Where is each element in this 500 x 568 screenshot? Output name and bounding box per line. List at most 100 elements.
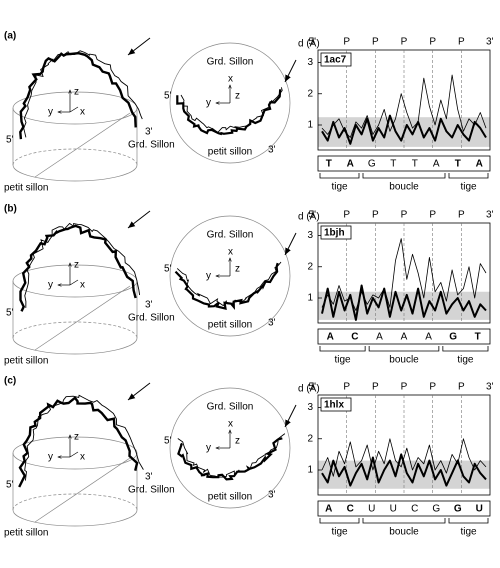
nucleotide: A [327, 332, 334, 343]
sequence-frame [317, 328, 491, 345]
axis-label: y [48, 452, 53, 463]
region-label: boucle [389, 182, 419, 193]
axis-label: x [228, 74, 233, 85]
phosphate-marker: P [372, 37, 379, 48]
region-bracket [319, 173, 360, 179]
cylinder-bottom-hidden [12, 148, 138, 166]
axis-label: x [228, 247, 233, 258]
cylinder-bottom-hidden [12, 493, 138, 511]
sequence-frame [317, 155, 491, 172]
axis-x [69, 279, 79, 286]
nucleotide: C [411, 504, 418, 515]
groove-label: petit sillon [4, 528, 48, 539]
axis-label: x [80, 452, 85, 463]
y-tick-label: 3 [307, 230, 313, 241]
region-bracket [362, 518, 446, 524]
phosphate-marker: P [401, 37, 408, 48]
strand-thick [177, 437, 283, 481]
nucleotide: A [476, 159, 483, 170]
axis-label: y [206, 271, 211, 282]
nucleotide: T [455, 159, 461, 170]
end-label: 5' [164, 436, 172, 447]
groove-label: Grd. Sillon [207, 57, 254, 68]
series-line [321, 238, 487, 311]
region-bracket [368, 346, 440, 352]
arrow [127, 37, 151, 56]
nucleotide: C [347, 504, 354, 515]
region-bracket [448, 518, 489, 524]
nucleotide: U [390, 504, 397, 515]
groove-label: petit sillon [208, 147, 252, 158]
axis-label: y [206, 443, 211, 454]
strand-thin [24, 394, 144, 481]
panel-label: (b) [4, 204, 17, 215]
chart-title: 1bjh [324, 228, 345, 239]
phosphate-marker: P [429, 210, 436, 221]
y-axis-label: d (Å) [298, 37, 320, 50]
end-label: 3' [268, 318, 276, 329]
phosphate-marker: P [429, 37, 436, 48]
nucleotide: T [390, 159, 396, 170]
groove-line [34, 285, 131, 351]
region-label: tige [331, 182, 348, 193]
arrow [127, 382, 151, 401]
nucleotide: U [368, 504, 375, 515]
chart-title: 1ac7 [324, 55, 347, 66]
region-label: boucle [389, 527, 419, 538]
region-label: tige [460, 527, 477, 538]
end-label: 3' [145, 300, 153, 311]
phosphate-marker: P [401, 382, 408, 393]
region-label: tige [331, 527, 348, 538]
end-label: 5' [164, 264, 172, 275]
nucleotide: A [376, 332, 383, 343]
strand-thin [23, 50, 143, 138]
phosphate-marker: P [458, 382, 465, 393]
groove-label: Grd. Sillon [207, 402, 254, 413]
region-bracket [448, 173, 489, 179]
series-line [321, 74, 487, 138]
region-label: tige [335, 355, 352, 366]
region-bracket [362, 173, 446, 179]
nucleotide: A [325, 504, 332, 515]
end-label: 5' [309, 210, 317, 221]
chart-title: 1hlx [324, 400, 344, 411]
arrow [284, 232, 297, 256]
y-axis-label: d (Å) [298, 382, 320, 395]
groove-label: Grd. Sillon [207, 230, 254, 241]
helix-circle [169, 215, 291, 337]
phosphate-marker: P [401, 210, 408, 221]
end-label: 3' [486, 37, 494, 48]
helix-circle [169, 42, 291, 164]
groove-label: Grd. Sillon [128, 313, 175, 324]
cylinder-bottom [12, 337, 138, 355]
end-label: 3' [268, 145, 276, 156]
nucleotide: G [368, 159, 376, 170]
end-label: 3' [145, 472, 153, 483]
region-label: tige [457, 355, 474, 366]
groove-label: petit sillon [208, 320, 252, 331]
axis-label: z [235, 91, 240, 102]
cylinder-bottom-hidden [12, 321, 138, 339]
strand-thin [180, 87, 283, 133]
arrow [284, 404, 297, 428]
strand-thin [24, 222, 141, 308]
end-label: 5' [309, 382, 317, 393]
y-tick-label: 3 [307, 402, 313, 413]
end-label: 5' [6, 480, 14, 491]
y-tick-label: 3 [307, 57, 313, 68]
panel-label: (a) [4, 31, 16, 42]
end-label: 5' [6, 135, 14, 146]
y-tick-label: 1 [307, 120, 313, 131]
cylinder-bottom [12, 164, 138, 182]
y-tick-label: 1 [307, 293, 313, 304]
axis-label: y [48, 107, 53, 118]
sequence-frame [317, 500, 491, 517]
nucleotide: T [412, 159, 418, 170]
groove-line [34, 457, 131, 523]
phosphate-marker: P [429, 382, 436, 393]
axis-label: x [80, 280, 85, 291]
title-box [320, 397, 352, 412]
nucleotide: G [432, 504, 440, 515]
axis-x [69, 451, 79, 458]
